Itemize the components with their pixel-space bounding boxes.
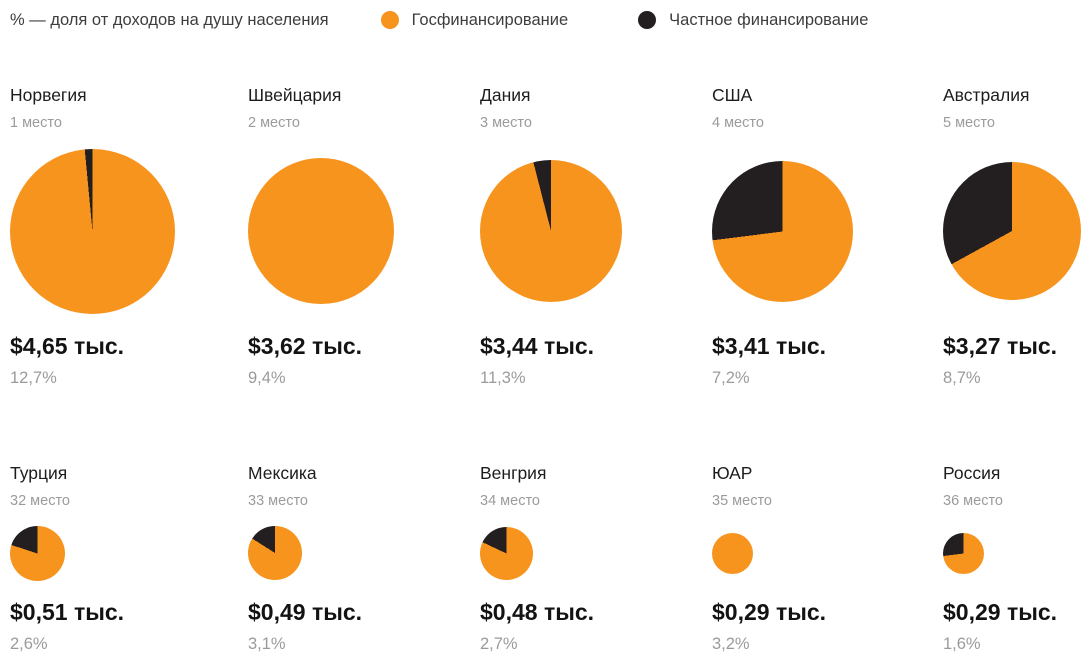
legend-item-public-funding: Госфинансирование [380,10,569,30]
income-share-percent: 9,4% [248,369,286,387]
funding-pie-chart [10,525,65,581]
income-share-percent: 2,7% [480,635,518,653]
income-share-percent: 11,3% [480,369,526,387]
country-name: Дания [480,85,531,105]
countries-grid: Норвегия 1 место $4,65 тыс. 12,7% Швейца… [10,84,1081,654]
pie-area [480,146,712,316]
country-name: ЮАР [712,463,753,483]
funding-pie-chart [943,532,984,574]
country-name: Турция [10,463,68,483]
country-rank: 35 место [712,493,772,509]
country-cell: Норвегия 1 место $4,65 тыс. 12,7% [10,84,248,388]
pie-area [10,146,248,316]
country-rank: 32 место [10,493,70,509]
country-cell: Венгрия 34 место $0,48 тыс. 2,7% [480,462,712,654]
pie-area [943,146,1081,316]
funding-pie-chart [480,160,622,302]
pie-area [10,524,248,582]
country-name: Россия [943,463,1001,483]
pie-area [712,524,943,582]
country-name: США [712,85,753,105]
funding-pie-chart [248,158,394,304]
country-rank: 2 место [248,115,300,131]
pie-area [480,524,712,582]
legend: % — доля от доходов на душу населения Го… [10,6,1078,34]
income-share-percent: 2,6% [10,635,48,653]
pie-area [248,146,480,316]
pie-area [943,524,1081,582]
country-rank: 3 место [480,115,532,131]
funding-pie-chart [712,160,853,302]
income-share-percent: 1,6% [943,635,981,653]
country-cell: Россия 36 место $0,29 тыс. 1,6% [943,462,1081,654]
income-share-percent: 3,2% [712,635,750,653]
country-cell: Мексика 33 место $0,49 тыс. 3,1% [248,462,480,654]
country-name: Норвегия [10,85,87,105]
spend-amount: $0,48 тыс. [480,599,595,625]
spend-amount: $4,65 тыс. [10,333,125,359]
spend-amount: $3,27 тыс. [943,333,1058,359]
legend-item-label: Госфинансирование [411,10,569,29]
income-share-percent: 12,7% [10,369,57,387]
legend-item-private-funding: Частное финансирование [638,11,868,30]
country-rank: 5 место [943,115,995,131]
country-cell: Дания 3 место $3,44 тыс. 11,3% [480,84,712,388]
country-rank: 4 место [712,115,764,131]
country-rank: 33 место [248,493,308,509]
country-name: Мексика [248,463,317,483]
spend-amount: $3,62 тыс. [248,333,363,359]
legend-note: % — доля от доходов на душу населения [10,10,329,29]
country-name: Швейцария [248,85,342,105]
legend-item-label: Частное финансирование [669,10,869,29]
public-funding-dot-icon [380,11,399,29]
country-name: Венгрия [480,463,547,483]
country-name: Австралия [943,85,1030,105]
income-share-percent: 7,2% [712,369,750,387]
pie-area [248,524,480,582]
country-rank: 34 место [480,493,540,509]
country-cell: ЮАР 35 место $0,29 тыс. 3,2% [712,462,943,654]
spend-amount: $0,29 тыс. [712,599,827,625]
country-cell: США 4 место $3,41 тыс. 7,2% [712,84,943,388]
funding-pie-chart [480,526,533,580]
spend-amount: $0,29 тыс. [943,599,1058,625]
spend-amount: $0,51 тыс. [10,599,125,625]
income-share-percent: 8,7% [943,369,981,387]
country-cell: Турция 32 место $0,51 тыс. 2,6% [10,462,248,654]
country-cell: Австралия 5 место $3,27 тыс. 8,7% [943,84,1081,388]
country-rank: 1 место [10,115,62,131]
funding-pie-chart [943,162,1081,300]
country-rank: 36 место [943,493,1003,509]
pie-area [712,146,943,316]
funding-pie-chart [248,526,302,580]
funding-pie-chart [10,148,175,314]
country-cell: Швейцария 2 место $3,62 тыс. 9,4% [248,84,480,388]
funding-pie-chart [712,532,753,574]
spend-amount: $0,49 тыс. [248,599,363,625]
spend-amount: $3,41 тыс. [712,333,827,359]
income-share-percent: 3,1% [248,635,286,653]
spend-amount: $3,44 тыс. [480,333,595,359]
private-funding-dot-icon [638,11,657,29]
